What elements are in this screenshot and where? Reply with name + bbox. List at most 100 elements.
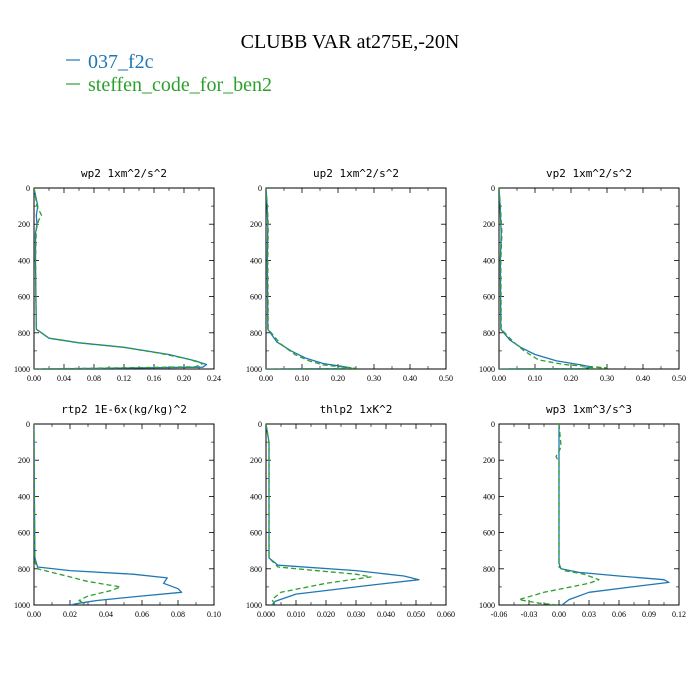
y-tick-label: 800 <box>483 329 495 338</box>
x-tick-label: 0.20 <box>564 374 578 383</box>
y-tick-label: 800 <box>18 329 30 338</box>
x-tick-label: 0.020 <box>317 610 335 619</box>
x-tick-label: 0.040 <box>377 610 395 619</box>
y-tick-label: 0 <box>491 184 495 193</box>
x-tick-label: 0.06 <box>612 610 626 619</box>
panel-title: thlp2 1xK^2 <box>320 403 393 416</box>
series-line-2 <box>499 188 608 369</box>
x-tick-label: 0.12 <box>117 374 131 383</box>
y-tick-label: 200 <box>18 220 30 229</box>
x-tick-label: 0.20 <box>177 374 191 383</box>
series-line-1 <box>266 424 420 605</box>
y-tick-label: 800 <box>18 565 30 574</box>
series-line-2 <box>266 424 372 605</box>
y-tick-label: 0 <box>258 184 262 193</box>
y-tick-label: 200 <box>18 456 30 465</box>
x-tick-label: 0.060 <box>437 610 455 619</box>
x-tick-label: 0.04 <box>99 610 113 619</box>
x-tick-label: 0.06 <box>135 610 149 619</box>
x-tick-label: 0.08 <box>87 374 101 383</box>
y-tick-label: 600 <box>250 293 262 302</box>
x-tick-label: 0.010 <box>287 610 305 619</box>
legend-item-1: 037_f2c <box>66 51 154 73</box>
legend-label-2: steffen_code_for_ben2 <box>88 74 272 96</box>
series-line-1 <box>499 188 594 369</box>
y-tick-label: 1000 <box>479 365 495 374</box>
x-tick-label: 0.03 <box>582 610 596 619</box>
series-line-2 <box>518 424 600 605</box>
y-tick-label: 600 <box>18 529 30 538</box>
plot-frame <box>33 423 215 606</box>
panel-title: up2 1xm^2/s^2 <box>313 167 399 180</box>
x-tick-label: 0.50 <box>439 374 453 383</box>
y-tick-label: 800 <box>250 329 262 338</box>
y-tick-label: 200 <box>483 220 495 229</box>
x-tick-label: 0.04 <box>57 374 71 383</box>
x-tick-label: 0.24 <box>207 374 221 383</box>
y-tick-label: 0 <box>26 184 30 193</box>
x-tick-label: 0.00 <box>552 610 566 619</box>
legend-label-1: 037_f2c <box>88 51 154 73</box>
x-tick-label: 0.030 <box>347 610 365 619</box>
x-tick-label: -0.06 <box>491 610 508 619</box>
y-tick-label: 800 <box>250 565 262 574</box>
y-tick-label: 600 <box>483 293 495 302</box>
series-line-1 <box>34 424 183 605</box>
plot-frame <box>498 423 680 606</box>
y-tick-label: 400 <box>483 492 495 501</box>
y-tick-label: 800 <box>483 565 495 574</box>
x-tick-label: 0.09 <box>642 610 656 619</box>
figure-title: CLUBB VAR at275E,-20N <box>241 31 460 53</box>
x-tick-label: 0.000 <box>257 610 275 619</box>
x-tick-label: 0.30 <box>600 374 614 383</box>
y-tick-label: 200 <box>250 220 262 229</box>
y-tick-label: 600 <box>483 529 495 538</box>
panel-4: rtp2 1E-6x(kg/kg)^2 0 200 400 600 800 10000.00… <box>14 403 221 619</box>
x-tick-label: 0.10 <box>207 610 221 619</box>
x-tick-label: 0.20 <box>331 374 345 383</box>
x-tick-label: 0.12 <box>672 610 686 619</box>
y-tick-label: 0 <box>258 420 262 429</box>
y-tick-label: 1000 <box>14 365 30 374</box>
x-tick-label: 0.00 <box>27 610 41 619</box>
y-tick-label: 1000 <box>246 601 262 610</box>
y-tick-label: 400 <box>18 492 30 501</box>
series-line-1 <box>34 188 208 369</box>
panel-title: vp2 1xm^2/s^2 <box>546 167 632 180</box>
x-tick-label: -0.03 <box>521 610 538 619</box>
x-tick-label: 0.08 <box>171 610 185 619</box>
y-tick-label: 0 <box>491 420 495 429</box>
x-tick-label: 0.02 <box>63 610 77 619</box>
panel-title: wp3 1xm^3/s^3 <box>546 403 632 416</box>
series-line-1 <box>266 188 350 369</box>
x-tick-label: 0.16 <box>147 374 161 383</box>
x-tick-label: 0.30 <box>367 374 381 383</box>
x-tick-label: 0.00 <box>492 374 506 383</box>
y-tick-label: 600 <box>18 293 30 302</box>
panel-6: wp3 1xm^3/s^3 0 200 400 600 800 1000-0.06 -0.03… <box>479 403 686 619</box>
x-tick-label: 0.00 <box>27 374 41 383</box>
x-tick-label: 0.40 <box>636 374 650 383</box>
x-tick-label: 0.40 <box>403 374 417 383</box>
y-tick-label: 400 <box>250 256 262 265</box>
x-tick-label: 0.00 <box>259 374 273 383</box>
x-tick-label: 0.10 <box>295 374 309 383</box>
y-tick-label: 0 <box>26 420 30 429</box>
x-tick-label: 0.50 <box>672 374 686 383</box>
y-tick-label: 400 <box>250 492 262 501</box>
plot-frame <box>498 187 680 370</box>
y-tick-label: 1000 <box>14 601 30 610</box>
legend: 037_f2c steffen_code_for_ben2 <box>66 51 272 96</box>
y-tick-label: 400 <box>483 256 495 265</box>
series-line-2 <box>34 424 122 605</box>
plot-frame <box>33 187 215 370</box>
x-tick-label: 0.10 <box>528 374 542 383</box>
y-tick-label: 1000 <box>479 601 495 610</box>
plot-frame <box>265 423 447 606</box>
